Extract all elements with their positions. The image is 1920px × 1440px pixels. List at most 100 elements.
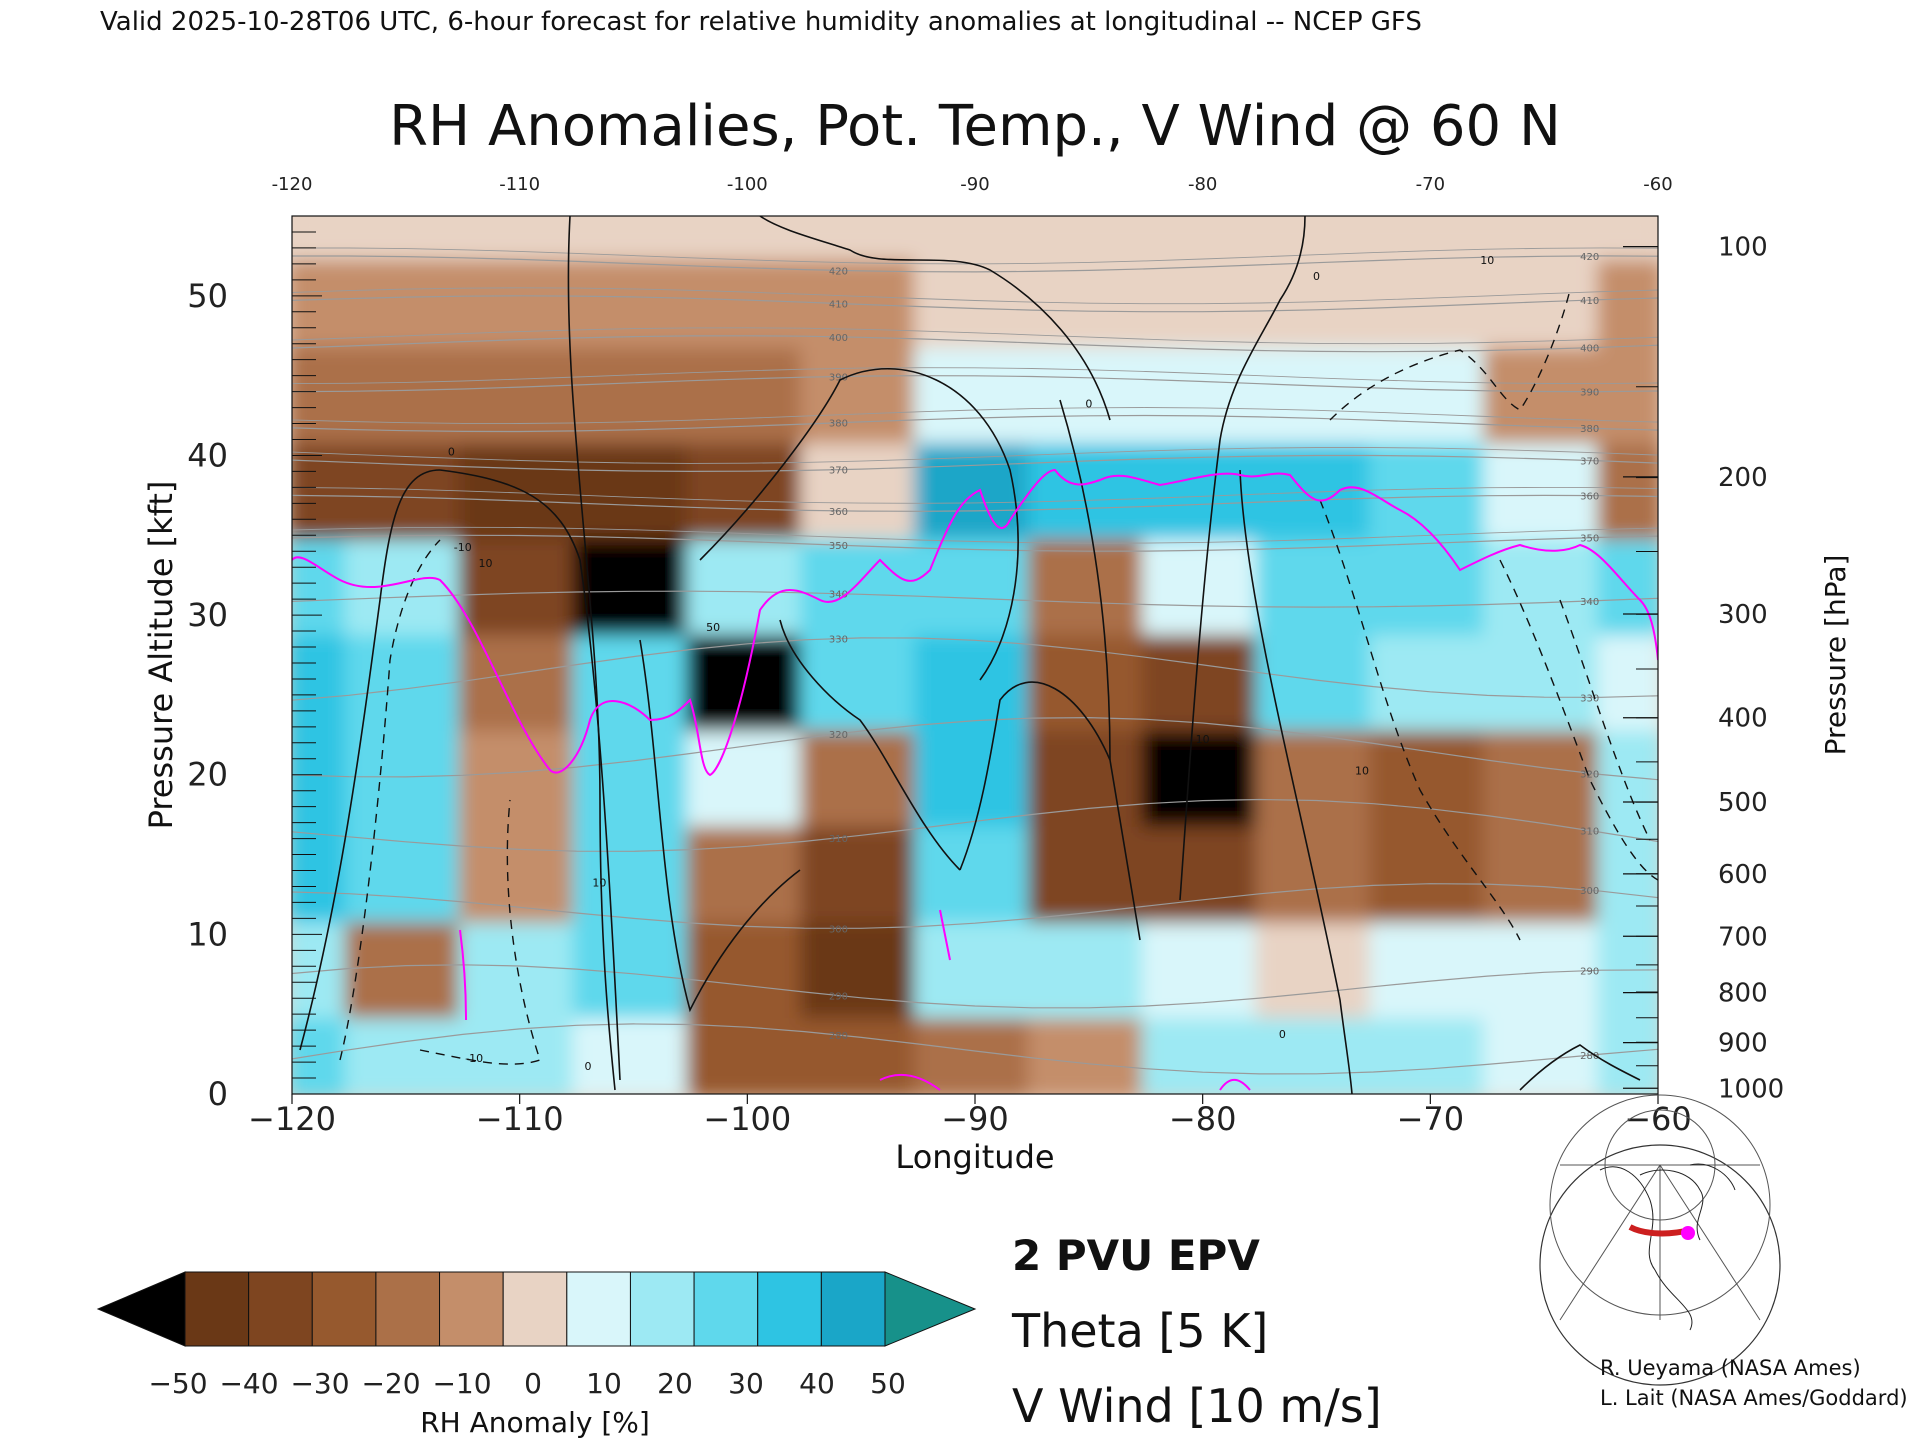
rh-anomaly-cell: [1597, 531, 1658, 636]
theta-contour-label: 350: [1580, 534, 1599, 545]
rh-anomaly-cell: [800, 818, 923, 923]
legend: 2 PVU EPV Theta [5 K] V Wind [10 m/s]: [1011, 1231, 1382, 1433]
theta-contours: 280 280 290 290 300 300 310 310 320 320 330 330 340 3…: [292, 247, 1658, 1075]
vwind-contour-label: 50: [706, 621, 720, 634]
rh-anomaly-cell: [1255, 531, 1378, 636]
colorbar-swatch: [248, 1271, 313, 1347]
pressure-tick-label: 600: [1718, 860, 1768, 890]
theta-contour-label: 280: [1580, 1051, 1599, 1062]
theta-contour-label: 310: [1580, 827, 1599, 838]
vwind-contour-label: 0: [584, 1060, 591, 1073]
theta-contour-label: 410: [829, 299, 848, 310]
x-tick-label: −120: [248, 1100, 336, 1138]
theta-contour-label: 290: [829, 992, 848, 1003]
rh-anomaly-cell: [914, 818, 1036, 923]
rh-anomaly-cell: [344, 435, 467, 540]
rh-anomaly-cell: [344, 722, 467, 827]
rh-anomaly-cell: [800, 1010, 923, 1094]
x-tick-label: −110: [476, 1100, 564, 1138]
rh-anomaly-cell: [344, 1010, 467, 1094]
colorbar-swatch: [375, 1271, 441, 1347]
rh-anomaly-cell: [1141, 531, 1264, 636]
colorbar-swatch: [566, 1271, 631, 1347]
colorbar-swatch: [311, 1271, 377, 1347]
vwind-contour-label: 0: [1085, 398, 1092, 411]
vwind-contour-line: [1239, 469, 1353, 1094]
vwind-contour-label: 10: [479, 557, 493, 570]
rh-anomaly-cell: [686, 216, 809, 260]
colorbar-swatch: [629, 1271, 695, 1347]
theta-contour-line: [292, 454, 1658, 473]
colorbar-tick-label: −30: [290, 1367, 349, 1400]
rh-anomaly-cell: [800, 435, 923, 540]
colorbar-tick-label: 0: [524, 1367, 542, 1400]
rh-anomaly-cell: [1255, 914, 1378, 1019]
colorbar-swatch: [502, 1271, 568, 1347]
rh-anomaly-cell: [800, 531, 923, 636]
vwind-contour-label: 0: [1313, 270, 1320, 283]
y-tick-label: 40: [187, 436, 228, 474]
pressure-tick-label: 100: [1718, 233, 1768, 263]
epv-2pvu-line: [1219, 1078, 1251, 1091]
rh-anomaly-cell: [914, 251, 1036, 348]
theta-contour-label: 400: [1580, 344, 1599, 355]
rh-anomaly-cell: [686, 627, 809, 731]
rh-anomaly-cell: [686, 722, 809, 827]
colorbar-swatch: [439, 1271, 504, 1347]
rh-anomaly-cell: [1255, 339, 1378, 444]
rh-anomaly-cell: [572, 531, 695, 636]
rh-anomaly-cell: [914, 339, 1036, 444]
x-tick-label: −80: [1169, 1100, 1237, 1138]
theta-contour-label: 340: [1580, 597, 1599, 608]
theta-contour-label: 320: [829, 730, 848, 741]
theta-contour-line: [292, 287, 1658, 305]
x-tick-label: −70: [1397, 1100, 1465, 1138]
theta-contour-label: 420: [1580, 252, 1599, 263]
rh-anomaly-cell: [1255, 1010, 1378, 1094]
colorbar-tick-label: 40: [799, 1367, 835, 1400]
theta-contour-line: [292, 486, 1658, 504]
theta-contour-label: 350: [829, 541, 848, 552]
pressure-tick-label: 200: [1718, 463, 1768, 493]
rh-anomaly-cell: [1483, 818, 1606, 923]
rh-anomaly-cell: [1597, 627, 1658, 731]
landmass-outline: [1599, 1163, 1736, 1331]
theta-contour-label: 390: [1580, 388, 1599, 399]
colorbar-tick-label: 10: [586, 1367, 622, 1400]
theta-contour-label: 330: [1580, 693, 1599, 704]
rh-anomaly-cell: [572, 914, 695, 1019]
colorbar-tick-label: −40: [219, 1367, 278, 1400]
colorbar-tick-label: −50: [148, 1367, 207, 1400]
colorbar-tick-label: −10: [432, 1367, 491, 1400]
legend-theta: Theta [5 K]: [1011, 1304, 1268, 1358]
x-tick-label: −100: [703, 1100, 791, 1138]
rh-anomaly-cell: [1369, 722, 1492, 827]
pressure-tick-label: 500: [1718, 788, 1768, 818]
vwind-contour-label: 10: [1480, 254, 1494, 267]
y-axis-left: 0 10 20 30 40 50: [187, 215, 322, 1113]
colorbar-under-triangle: [96, 1271, 186, 1347]
theta-contour-line: [292, 883, 1658, 929]
vwind-contour-line: [1519, 1044, 1641, 1091]
pressure-tick-label: 300: [1718, 600, 1768, 630]
rh-anomaly-cell: [1141, 339, 1264, 444]
top-tick-label: -120: [272, 174, 313, 195]
colorbar-swatch: [184, 1271, 250, 1347]
epv-2pvu-line: [879, 1073, 941, 1091]
colorbar-swatch: [820, 1271, 886, 1347]
rh-anomaly-cell: [1483, 216, 1606, 260]
top-tick-label: -90: [960, 174, 989, 195]
rh-anomaly-cell: [458, 339, 581, 444]
colorbar-over-triangle: [884, 1271, 977, 1347]
rh-anomaly-cell: [1141, 216, 1264, 260]
rh-anomaly-cell: [686, 435, 809, 540]
vwind-contour-label: -10: [454, 541, 472, 554]
rh-anomaly-cell: [1369, 531, 1492, 636]
rh-anomaly-cell: [1369, 627, 1492, 731]
pressure-tick-label: 1000: [1718, 1074, 1784, 1104]
rh-anomaly-cell: [1141, 627, 1264, 731]
globe-outline: [1539, 1144, 1781, 1386]
rh-anomaly-cell: [800, 627, 923, 731]
rh-anomaly-cell: [1027, 722, 1150, 827]
rh-anomaly-cell: [1027, 531, 1150, 636]
